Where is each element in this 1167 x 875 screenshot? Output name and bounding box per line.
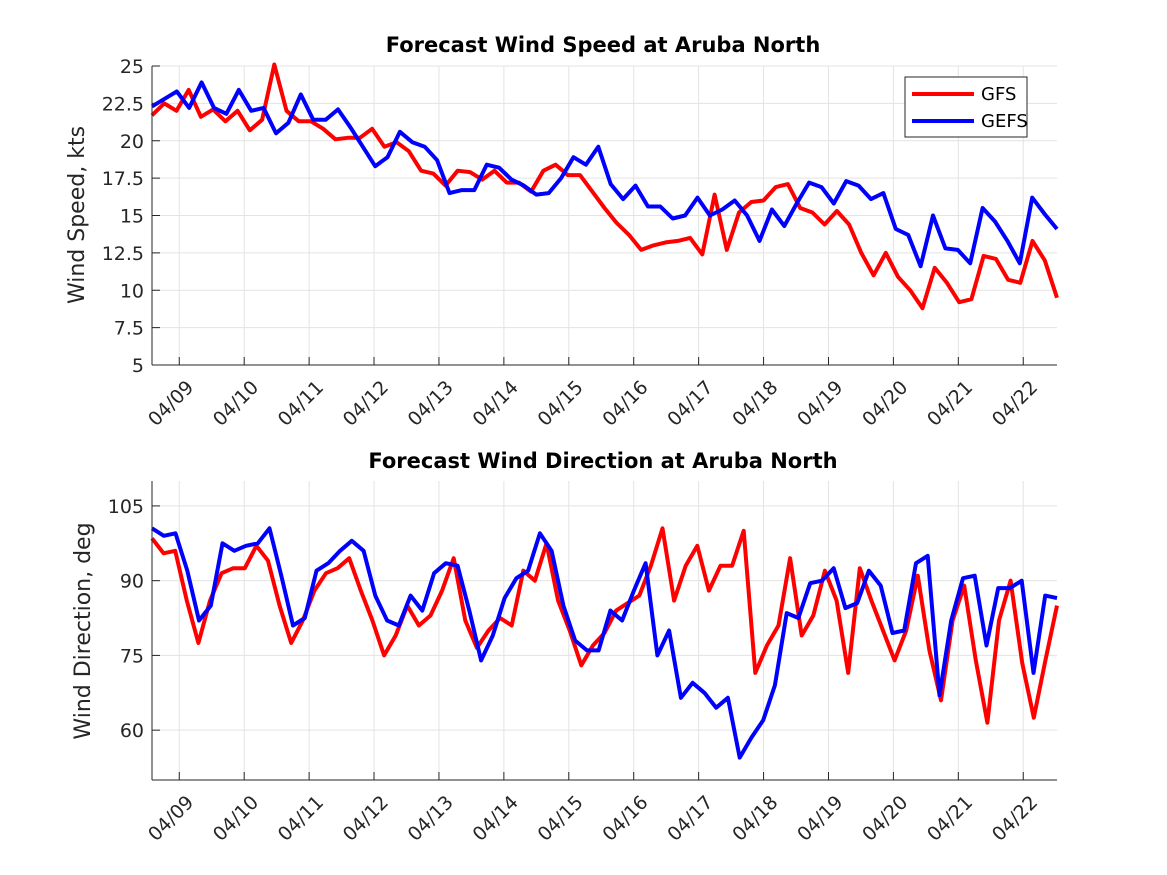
wind-speed-y-tick-label: 22.5 bbox=[102, 93, 144, 115]
legend: GFS GEFS bbox=[904, 76, 1028, 138]
wind-speed-y-tick-label: 7.5 bbox=[114, 318, 144, 340]
wind-direction-y-axis-label: Wind Direction, deg bbox=[71, 522, 96, 739]
wind-speed-y-tick-label: 20 bbox=[120, 131, 144, 153]
wind-direction-gefs-line bbox=[150, 526, 1058, 760]
wind-direction-y-tick-label: 60 bbox=[120, 720, 144, 742]
wind-speed-y-tick-label: 17.5 bbox=[102, 168, 144, 190]
wind-direction-series bbox=[150, 526, 1059, 760]
wind-speed-y-tick-label: 15 bbox=[120, 206, 144, 228]
wind-speed-y-tick-label: 12.5 bbox=[102, 243, 144, 265]
wind-speed-y-ticks: 5 7.5 10 12.5 15 17.5 20 22.5 25 bbox=[102, 56, 160, 377]
wind-speed-y-axis-label: Wind Speed, kts bbox=[65, 126, 90, 304]
legend-gfs-label: GFS bbox=[981, 84, 1016, 105]
wind-direction-y-tick-label: 90 bbox=[120, 571, 144, 593]
wind-speed-y-tick-label: 10 bbox=[120, 280, 144, 302]
wind-speed-gefs-line bbox=[150, 80, 1059, 269]
wind-direction-y-ticks: 60 75 90 105 bbox=[108, 496, 160, 742]
wind-direction-y-tick-label: 75 bbox=[120, 645, 144, 667]
wind-direction-chart-title: Forecast Wind Direction at Aruba North bbox=[368, 449, 837, 473]
wind-speed-chart-title: Forecast Wind Speed at Aruba North bbox=[386, 33, 821, 57]
wind-speed-series bbox=[150, 62, 1059, 311]
wind-direction-y-tick-label: 105 bbox=[108, 496, 144, 518]
wind-speed-gfs-line bbox=[150, 62, 1059, 311]
legend-box bbox=[904, 76, 1028, 138]
legend-gefs-label: GEFS bbox=[981, 111, 1028, 132]
wind-speed-grid bbox=[152, 65, 1057, 366]
wind-direction-grid bbox=[152, 481, 1057, 780]
wind-speed-y-tick-label: 25 bbox=[120, 56, 144, 78]
wind-speed-y-tick-label: 5 bbox=[132, 355, 144, 377]
